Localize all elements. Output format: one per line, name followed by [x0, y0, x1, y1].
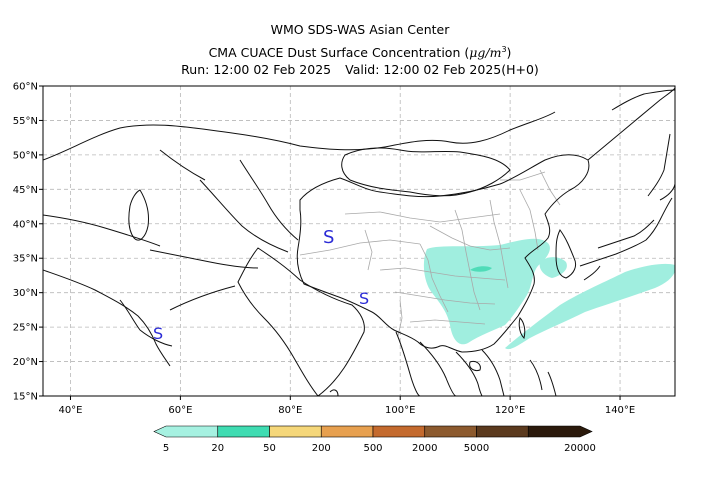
- title-line-1: WMO SDS-WAS Asian Center: [270, 22, 450, 37]
- lon-tick-label: 140°E: [605, 405, 635, 416]
- title-unit: μg/m: [469, 45, 502, 61]
- colorbar-swatch: [269, 425, 322, 438]
- colorbar-label: 20: [211, 443, 224, 454]
- lon-tick-label: 60°E: [168, 405, 192, 416]
- lon-tick-label: 40°E: [58, 405, 82, 416]
- map-background: [43, 86, 675, 396]
- dust-plume: [423, 238, 675, 349]
- colorbar-label: 200: [312, 443, 331, 454]
- station-symbol-2: S: [359, 289, 369, 308]
- colorbar-label: 50: [263, 443, 276, 454]
- lat-tick-label: 25°N: [13, 323, 38, 334]
- lat-tick-label: 30°N: [13, 288, 38, 299]
- colorbar-label: 2000: [412, 443, 437, 454]
- title-prefix: CMA CUACE Dust Surface Concentration (: [208, 45, 470, 61]
- run-time: Run: 12:00 02 Feb 2025: [181, 62, 332, 77]
- lat-tick-label: 20°N: [13, 357, 38, 368]
- province-boundaries: [299, 169, 561, 337]
- dust-area-sea: [505, 263, 675, 349]
- graticule: [43, 86, 675, 396]
- latitude-axis: 60°N 55°N 50°N 45°N 40°N 35°N 30°N 25°N 20°N 15°N: [13, 82, 43, 403]
- title-line-2: CMA CUACE Dust Surface Concentration (μg…: [0, 42, 720, 61]
- lon-tick-label: 100°E: [385, 405, 415, 416]
- lat-tick-label: 15°N: [13, 392, 38, 403]
- lat-tick-label: 55°N: [13, 116, 38, 127]
- lon-tick-label: 120°E: [495, 405, 525, 416]
- colorbar-label: 500: [363, 443, 382, 454]
- colorbar-label: 5: [163, 443, 169, 454]
- station-symbol-3: S: [153, 324, 163, 343]
- station-symbol-1: S: [323, 227, 334, 248]
- map-frame: [42, 85, 676, 397]
- valid-time: Valid: 12:00 02 Feb 2025(H+0): [345, 62, 539, 77]
- colorbar-swatch: [153, 425, 219, 438]
- title-line-3: Run: 12:00 02 Feb 2025 Valid: 12:00 02 Fe…: [0, 62, 720, 78]
- title-unit-sup: 3: [501, 45, 507, 54]
- colorbar-label: 5000: [464, 443, 489, 454]
- lat-tick-label: 35°N: [13, 254, 38, 265]
- lat-tick-label: 40°N: [13, 219, 38, 230]
- country-boundaries: [43, 87, 675, 396]
- colorbar-swatch: [424, 425, 477, 438]
- colorbar-label: 20000: [564, 443, 596, 454]
- lat-tick-label: 50°N: [13, 150, 38, 161]
- colorbar-swatch: [217, 425, 270, 438]
- dust-area-korea: [539, 257, 567, 278]
- lat-tick-label: 60°N: [13, 82, 38, 93]
- title-suffix: ): [506, 45, 512, 61]
- dust-area-main: [423, 238, 550, 345]
- colorbar: 5 20 50 200 500 2000 5000 20000: [153, 425, 596, 454]
- longitude-axis: 40°E 60°E 80°E 100°E 120°E 140°E: [58, 396, 635, 416]
- colorbar-swatch: [476, 425, 529, 438]
- lat-tick-label: 45°N: [13, 185, 38, 196]
- dust-core: [470, 266, 492, 272]
- colorbar-swatch: [527, 425, 593, 438]
- lon-tick-label: 80°E: [278, 405, 302, 416]
- colorbar-swatch: [372, 425, 426, 438]
- colorbar-swatch: [320, 425, 374, 438]
